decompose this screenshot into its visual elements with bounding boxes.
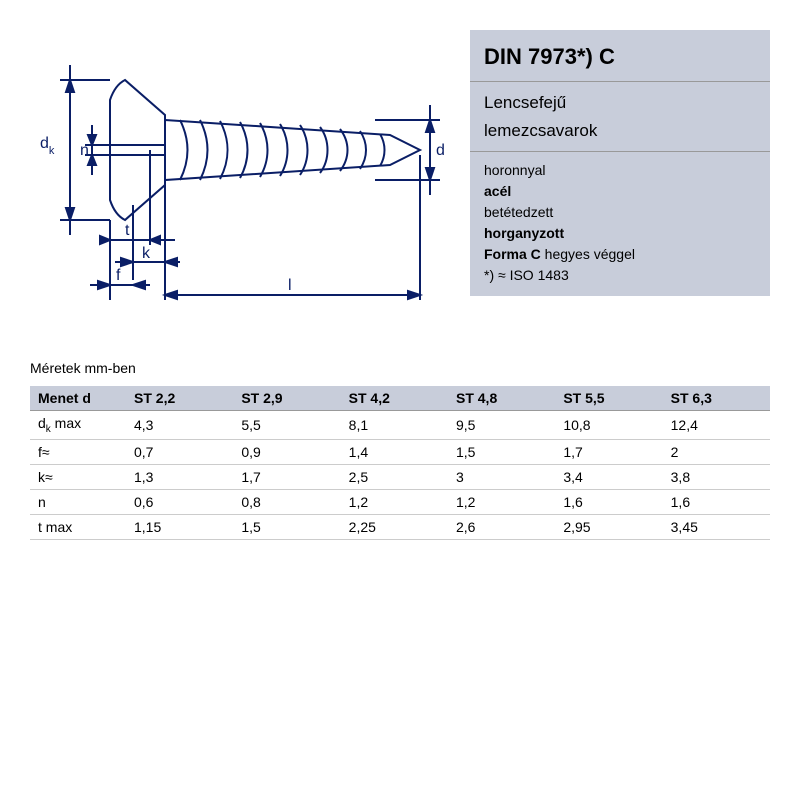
col-size: ST 4,8 (448, 386, 555, 411)
table-row: k≈1,31,72,533,43,8 (30, 464, 770, 489)
label-d: d (436, 142, 445, 159)
product-name-line1: Lencsefejű (484, 90, 756, 116)
cell: 0,7 (126, 439, 233, 464)
cell: 1,6 (663, 489, 770, 514)
label-t: t (125, 222, 130, 239)
cell: 3,4 (555, 464, 662, 489)
cell: 1,15 (126, 514, 233, 539)
cell: 1,2 (448, 489, 555, 514)
row-label: n (30, 489, 126, 514)
screw-diagram: dk n d t (30, 30, 450, 310)
row-label: t max (30, 514, 126, 539)
col-size: ST 6,3 (663, 386, 770, 411)
cell: 4,3 (126, 411, 233, 440)
dimensions-table: Menet dST 2,2ST 2,9ST 4,2ST 4,8ST 5,5ST … (30, 386, 770, 540)
cell: 2,25 (341, 514, 448, 539)
cell: 0,8 (233, 489, 340, 514)
cell: 3,45 (663, 514, 770, 539)
attr-material: acél (484, 181, 756, 202)
dimensions-section: Méretek mm-ben Menet dST 2,2ST 2,9ST 4,2… (30, 360, 770, 540)
table-row: dk max4,35,58,19,510,812,4 (30, 411, 770, 440)
table-row: n0,60,81,21,21,61,6 (30, 489, 770, 514)
attr-hardened: betétedzett (484, 202, 756, 223)
attr-iso: *) ≈ ISO 1483 (484, 265, 756, 286)
cell: 1,7 (233, 464, 340, 489)
cell: 5,5 (233, 411, 340, 440)
table-header-row: Menet dST 2,2ST 2,9ST 4,2ST 4,8ST 5,5ST … (30, 386, 770, 411)
label-k: k (142, 245, 151, 262)
label-n: n (80, 142, 89, 159)
cell: 9,5 (448, 411, 555, 440)
attr-slot: horonnyal (484, 160, 756, 181)
cell: 12,4 (663, 411, 770, 440)
cell: 1,5 (448, 439, 555, 464)
cell: 1,7 (555, 439, 662, 464)
col-size: ST 4,2 (341, 386, 448, 411)
label-dk: dk (40, 135, 55, 157)
row-label: f≈ (30, 439, 126, 464)
cell: 2 (663, 439, 770, 464)
col-size: ST 2,9 (233, 386, 340, 411)
col-rowhead: Menet d (30, 386, 126, 411)
cell: 0,9 (233, 439, 340, 464)
cell: 2,6 (448, 514, 555, 539)
cell: 1,4 (341, 439, 448, 464)
col-size: ST 5,5 (555, 386, 662, 411)
cell: 1,5 (233, 514, 340, 539)
label-l: l (288, 277, 292, 294)
product-name-line2: lemezcsavarok (484, 118, 756, 144)
cell: 0,6 (126, 489, 233, 514)
table-row: t max1,151,52,252,62,953,45 (30, 514, 770, 539)
label-f: f (116, 267, 121, 284)
row-label: dk max (30, 411, 126, 440)
standard-title: DIN 7973*) C (484, 40, 756, 73)
cell: 1,3 (126, 464, 233, 489)
cell: 10,8 (555, 411, 662, 440)
cell: 3,8 (663, 464, 770, 489)
table-caption: Méretek mm-ben (30, 360, 770, 376)
cell: 8,1 (341, 411, 448, 440)
cell: 2,5 (341, 464, 448, 489)
attr-form: Forma C hegyes véggel (484, 244, 756, 265)
table-row: f≈0,70,91,41,51,72 (30, 439, 770, 464)
cell: 2,95 (555, 514, 662, 539)
cell: 1,2 (341, 489, 448, 514)
attr-finish: horganyzott (484, 223, 756, 244)
cell: 3 (448, 464, 555, 489)
row-label: k≈ (30, 464, 126, 489)
top-row: dk n d t (30, 30, 770, 310)
info-panel: DIN 7973*) C Lencsefejű lemezcsavarok ho… (470, 30, 770, 296)
col-size: ST 2,2 (126, 386, 233, 411)
cell: 1,6 (555, 489, 662, 514)
